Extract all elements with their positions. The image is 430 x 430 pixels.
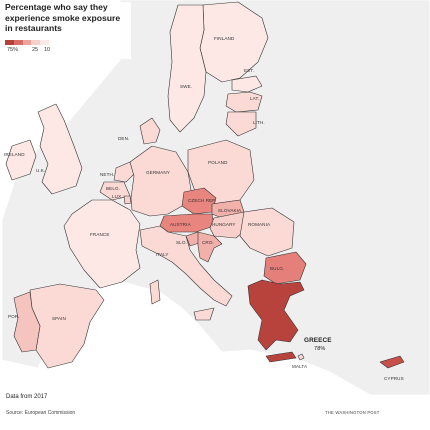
country-lithuania[interactable]: [225, 111, 257, 137]
label-slovakia: SLOVAKIA: [218, 208, 242, 213]
legend-swatch: [31, 39, 41, 45]
country-malta[interactable]: [297, 353, 305, 361]
country-latvia[interactable]: [225, 91, 263, 113]
label-slovenia: SLO.: [176, 240, 187, 245]
legend-swatch: [13, 39, 23, 45]
island-crete[interactable]: [265, 351, 297, 363]
label-netherlands: NETH.: [100, 172, 114, 177]
label-hungary: HUNGARY: [212, 222, 236, 227]
country-uk[interactable]: [37, 103, 83, 195]
legend-tick-low: 10: [44, 46, 51, 53]
label-denmark: DEN.: [118, 136, 129, 141]
country-belgium[interactable]: [99, 181, 131, 201]
label-luxembourg: LUX.: [112, 194, 123, 199]
label-latvia: LAT.: [250, 96, 259, 101]
label-ireland: IRELAND: [4, 152, 25, 157]
data-year-note: Data from 2017: [6, 394, 48, 400]
label-spain: SPAIN: [52, 316, 66, 321]
publisher-credit: THE WASHINGTON POST: [325, 410, 380, 415]
label-estonia: EST.: [244, 68, 254, 73]
legend-color-scale: [5, 39, 49, 45]
island-sardinia[interactable]: [149, 279, 161, 305]
label-belgium: BELG.: [106, 186, 120, 191]
value-greece: 78%: [314, 346, 326, 352]
country-estonia[interactable]: [231, 75, 263, 93]
country-labels: FINLAND SWE. EST. LAT. LITH. DEN. IRELAN…: [4, 36, 404, 381]
legend-swatch: [22, 39, 32, 45]
legend-swatch: [40, 39, 49, 45]
source-credit: Source: European Commission: [6, 410, 76, 416]
map-legend: Percentage who say they experience smoke…: [5, 2, 131, 59]
label-sweden: SWE.: [180, 84, 192, 89]
country-luxembourg[interactable]: [123, 195, 132, 205]
label-malta: MALTA: [292, 364, 308, 369]
country-germany[interactable]: [129, 145, 193, 217]
country-sweden[interactable]: [167, 4, 207, 133]
country-denmark[interactable]: [139, 117, 161, 145]
country-greece[interactable]: [247, 279, 305, 351]
country-ireland[interactable]: [5, 139, 37, 181]
legend-tick-high: 75%: [7, 46, 19, 53]
label-poland: POLAND: [208, 160, 228, 165]
country-france[interactable]: [63, 199, 141, 289]
label-uk: U.K.: [36, 168, 45, 173]
country-romania[interactable]: [239, 207, 295, 257]
label-germany: GERMANY: [146, 170, 170, 175]
label-finland: FINLAND: [214, 36, 235, 41]
legend-title: Percentage who say they experience smoke…: [5, 2, 121, 34]
country-bulgaria[interactable]: [263, 251, 307, 285]
label-czech: CZECH REP.: [188, 198, 216, 203]
label-greece: GREECE: [304, 337, 332, 344]
country-italy[interactable]: [139, 225, 233, 307]
label-lithuania: LITH.: [253, 120, 265, 125]
country-spain[interactable]: [29, 283, 105, 369]
legend-swatch: [5, 39, 14, 45]
label-portugal: POR.: [8, 314, 20, 319]
label-croatia: CRO.: [202, 240, 214, 245]
country-cyprus[interactable]: [379, 355, 405, 369]
label-cyprus: CYPRUS: [384, 376, 404, 381]
label-austria: AUSTRIA: [170, 222, 191, 227]
legend-tick-mid: 25: [32, 46, 39, 53]
country-netherlands[interactable]: [113, 161, 135, 183]
label-bulgaria: BULG.: [270, 266, 284, 271]
label-italy: ITALY: [156, 252, 169, 257]
legend-tick-labels: 75% 25 10: [5, 47, 129, 57]
country-portugal[interactable]: [13, 291, 41, 353]
island-sicily[interactable]: [193, 307, 215, 321]
country-croatia[interactable]: [197, 231, 223, 263]
label-france: FRANCE: [90, 232, 110, 237]
label-romania: ROMANIA: [248, 222, 271, 227]
